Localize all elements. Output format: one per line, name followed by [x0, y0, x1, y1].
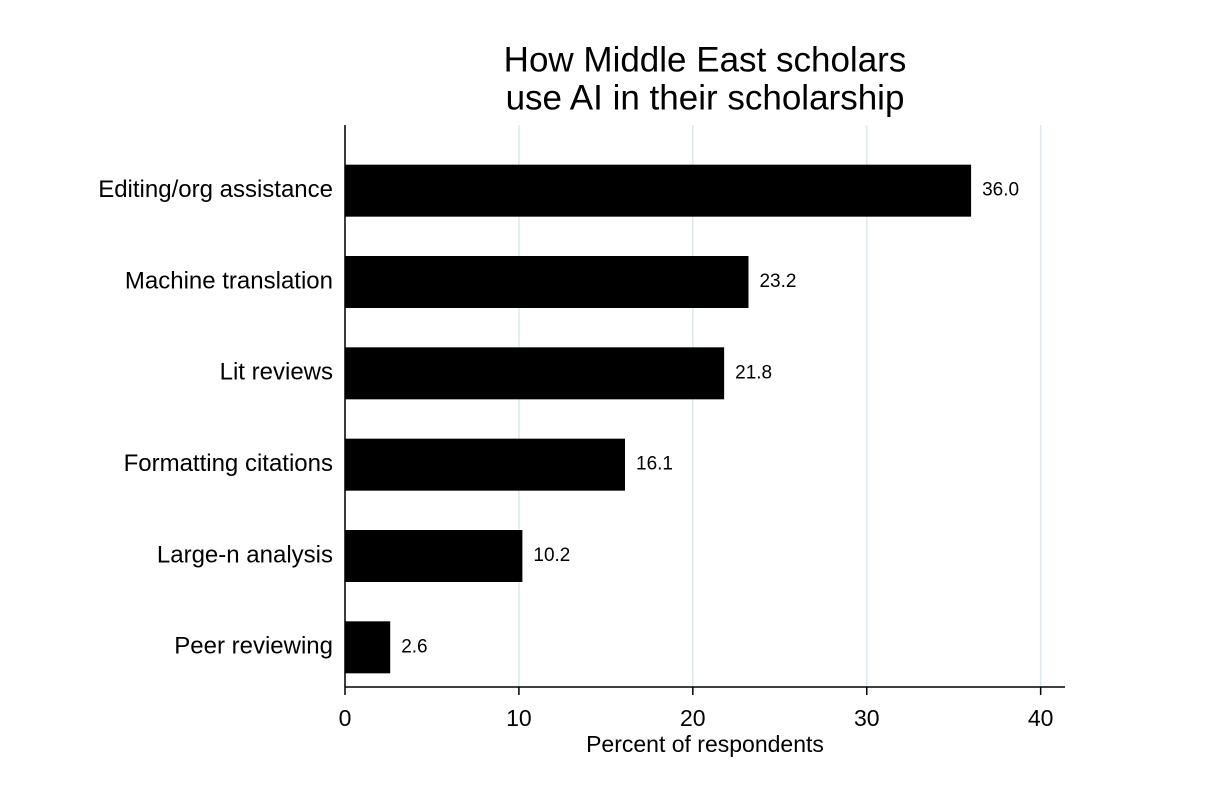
chart-title: use AI in their scholarship — [506, 78, 905, 117]
x-tick-label: 0 — [339, 705, 352, 731]
bar — [345, 621, 391, 674]
data-label: 2.6 — [401, 636, 427, 657]
y-tick-label: Peer reviewing — [174, 633, 333, 660]
y-tick-label: Machine translation — [125, 267, 333, 294]
chart-title: How Middle East scholars — [504, 40, 907, 79]
x-tick-label: 10 — [506, 705, 532, 731]
data-label: 23.2 — [759, 271, 796, 292]
bar — [345, 256, 749, 308]
x-axis-label: Percent of respondents — [586, 731, 824, 757]
y-tick-label: Large-n analysis — [157, 541, 333, 568]
data-label: 21.8 — [735, 362, 772, 383]
bar — [345, 164, 972, 217]
y-tick-label: Lit reviews — [220, 359, 333, 386]
x-tick-label: 20 — [680, 705, 706, 731]
data-label: 10.2 — [533, 545, 570, 566]
x-tick-label: 30 — [854, 705, 880, 731]
y-tick-label: Editing/org assistance — [98, 176, 333, 203]
data-label: 16.1 — [636, 454, 673, 475]
bar — [345, 347, 725, 400]
x-tick-label: 40 — [1028, 705, 1054, 731]
bar — [345, 438, 625, 491]
bar — [345, 530, 523, 582]
data-label: 36.0 — [982, 180, 1019, 201]
y-tick-label: Formatting citations — [124, 450, 333, 477]
